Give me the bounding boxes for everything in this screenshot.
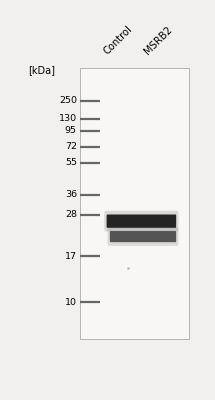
FancyBboxPatch shape <box>108 227 178 246</box>
Text: 250: 250 <box>59 96 77 105</box>
Text: 28: 28 <box>65 210 77 220</box>
Text: MSRB2: MSRB2 <box>142 25 174 57</box>
FancyBboxPatch shape <box>107 214 176 228</box>
Text: 95: 95 <box>65 126 77 136</box>
Text: 130: 130 <box>59 114 77 124</box>
Text: 17: 17 <box>65 252 77 261</box>
Text: 55: 55 <box>65 158 77 167</box>
Text: [kDa]: [kDa] <box>28 65 55 75</box>
Text: Control: Control <box>102 24 135 57</box>
Bar <box>80 68 189 339</box>
Text: 36: 36 <box>65 190 77 199</box>
FancyBboxPatch shape <box>104 211 178 232</box>
Text: 72: 72 <box>65 142 77 151</box>
FancyBboxPatch shape <box>110 231 176 242</box>
Text: 10: 10 <box>65 298 77 307</box>
